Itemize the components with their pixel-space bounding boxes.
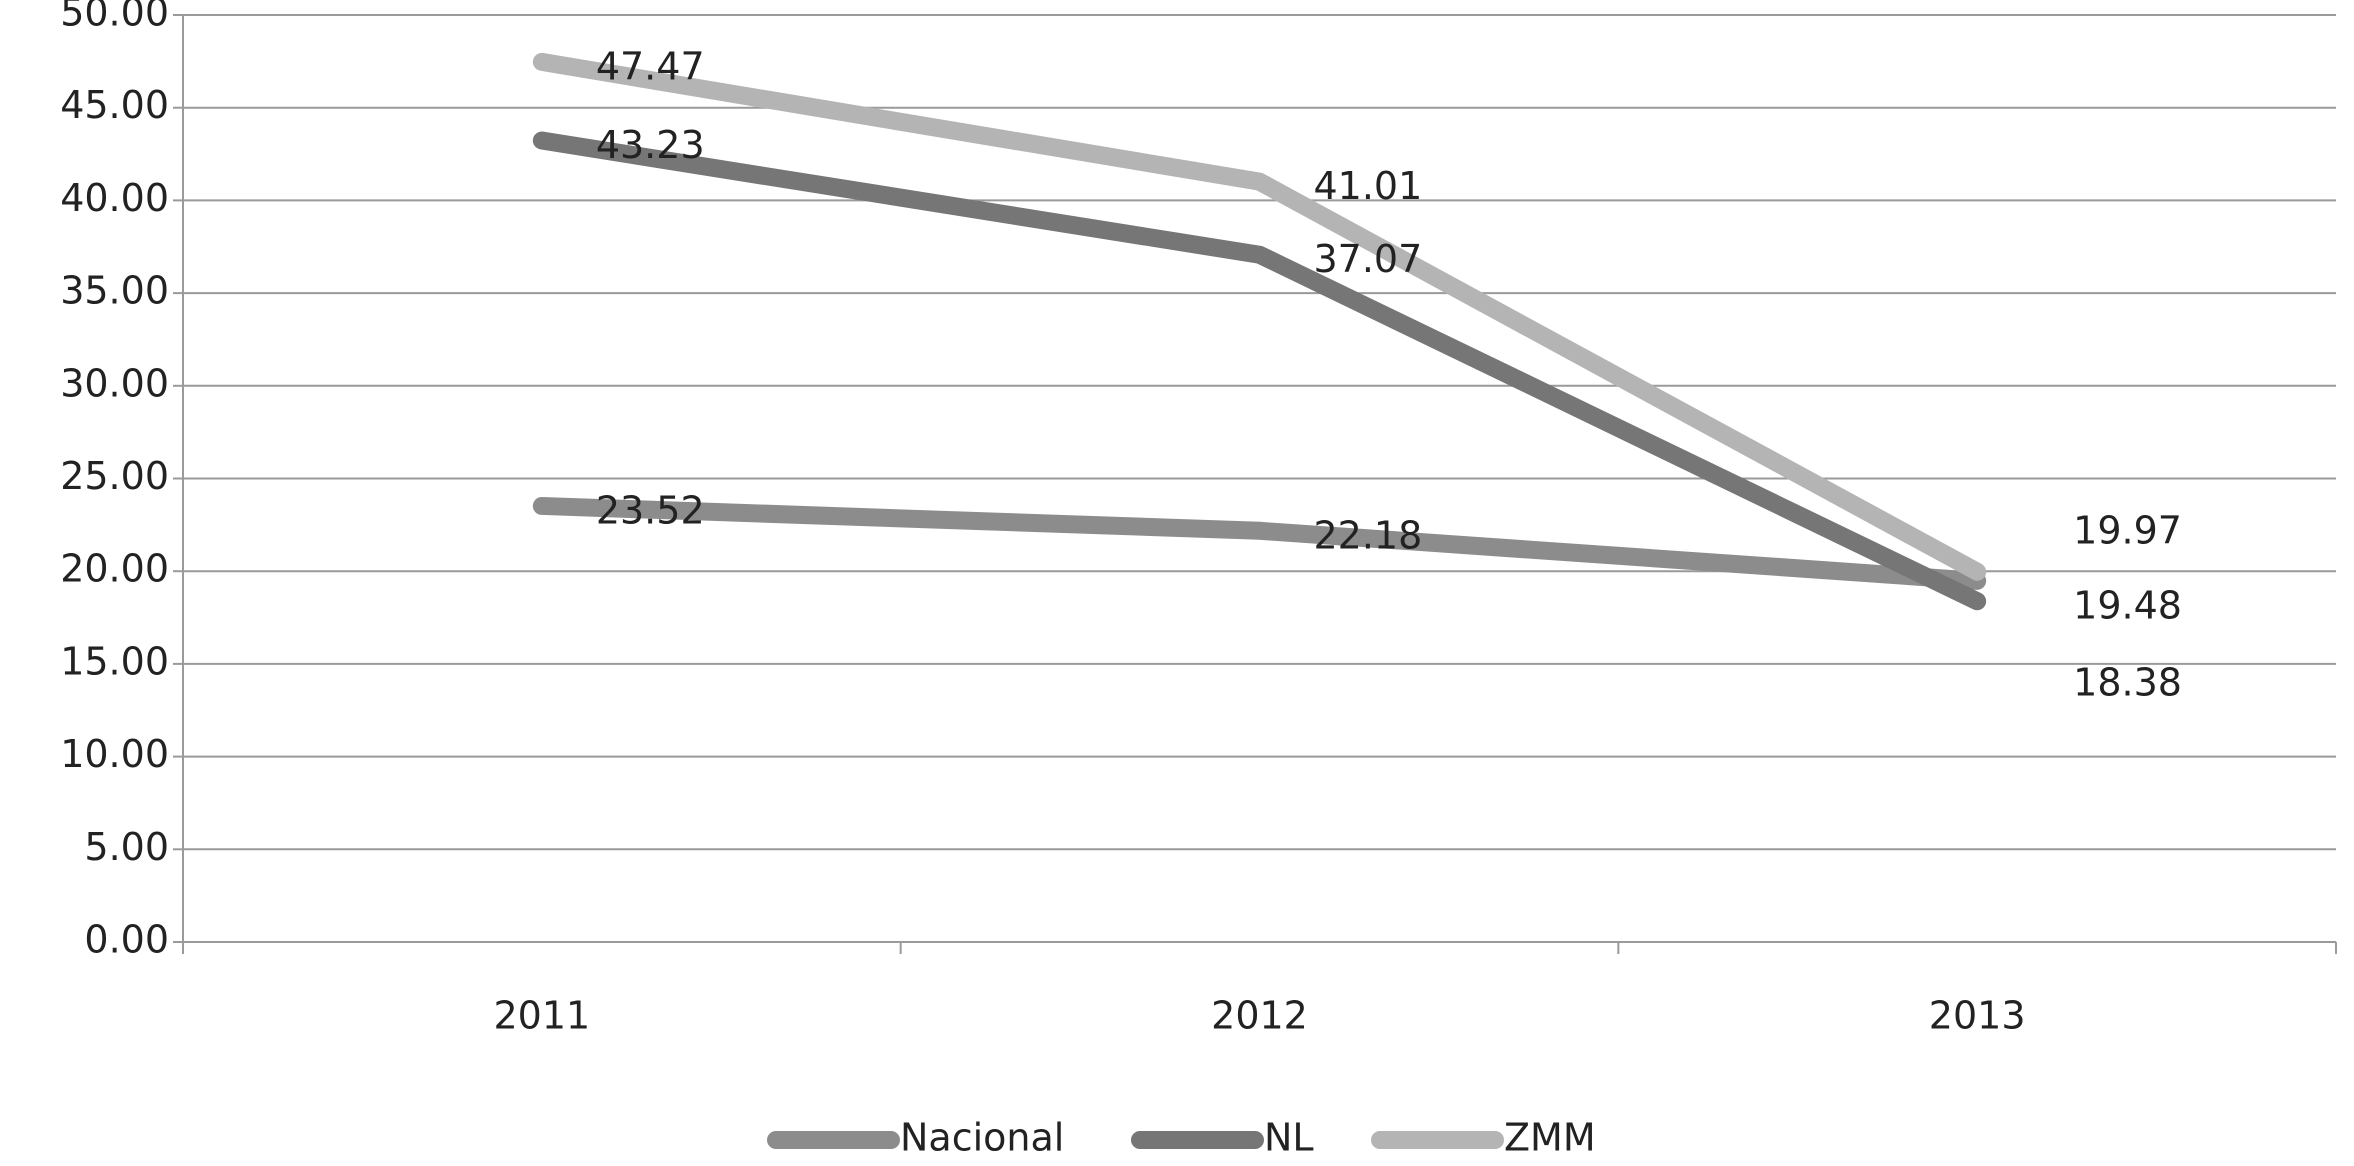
- data-label: 37.07: [1314, 237, 1423, 281]
- y-tick-label: 10.00: [60, 732, 169, 776]
- data-label: 43.23: [596, 123, 705, 167]
- data-label: 22.18: [1314, 513, 1423, 557]
- legend-label: ZMM: [1504, 1116, 1596, 1160]
- data-label: 18.38: [2073, 661, 2182, 705]
- y-tick-label: 20.00: [60, 547, 169, 591]
- x-tick-label: 2012: [1211, 994, 1308, 1038]
- data-label: 19.48: [2073, 583, 2182, 627]
- series-line: [532, 496, 1987, 590]
- data-label: 19.97: [2073, 508, 2182, 552]
- series-line: [532, 131, 1987, 611]
- y-tick-label: 45.00: [60, 83, 169, 127]
- y-tick-label: 30.00: [60, 361, 169, 405]
- legend-label: Nacional: [900, 1116, 1064, 1160]
- series-line: [532, 52, 1987, 581]
- y-tick-label: 50.00: [60, 0, 169, 35]
- data-label: 23.52: [596, 488, 705, 532]
- y-tick-label: 15.00: [60, 639, 169, 683]
- y-tick-label: 0.00: [84, 918, 169, 962]
- x-tick-label: 2011: [493, 994, 590, 1038]
- y-tick-label: 5.00: [84, 825, 169, 869]
- x-tick-label: 2013: [1929, 994, 2026, 1038]
- y-tick-label: 25.00: [60, 454, 169, 498]
- y-tick-label: 35.00: [60, 269, 169, 313]
- data-label: 41.01: [1314, 164, 1423, 208]
- data-label: 47.47: [596, 44, 705, 88]
- y-tick-label: 40.00: [60, 176, 169, 220]
- legend-label: NL: [1264, 1116, 1314, 1160]
